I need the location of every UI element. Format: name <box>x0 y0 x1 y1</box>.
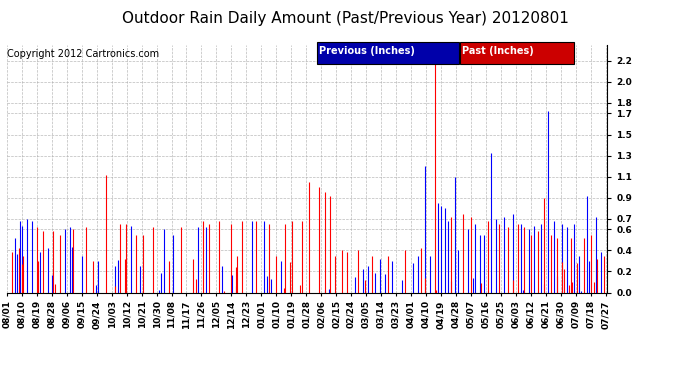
Text: Previous (Inches): Previous (Inches) <box>319 46 415 56</box>
Text: Outdoor Rain Daily Amount (Past/Previous Year) 20120801: Outdoor Rain Daily Amount (Past/Previous… <box>121 11 569 26</box>
Text: Past (Inches): Past (Inches) <box>462 46 534 56</box>
Text: Copyright 2012 Cartronics.com: Copyright 2012 Cartronics.com <box>7 49 159 59</box>
